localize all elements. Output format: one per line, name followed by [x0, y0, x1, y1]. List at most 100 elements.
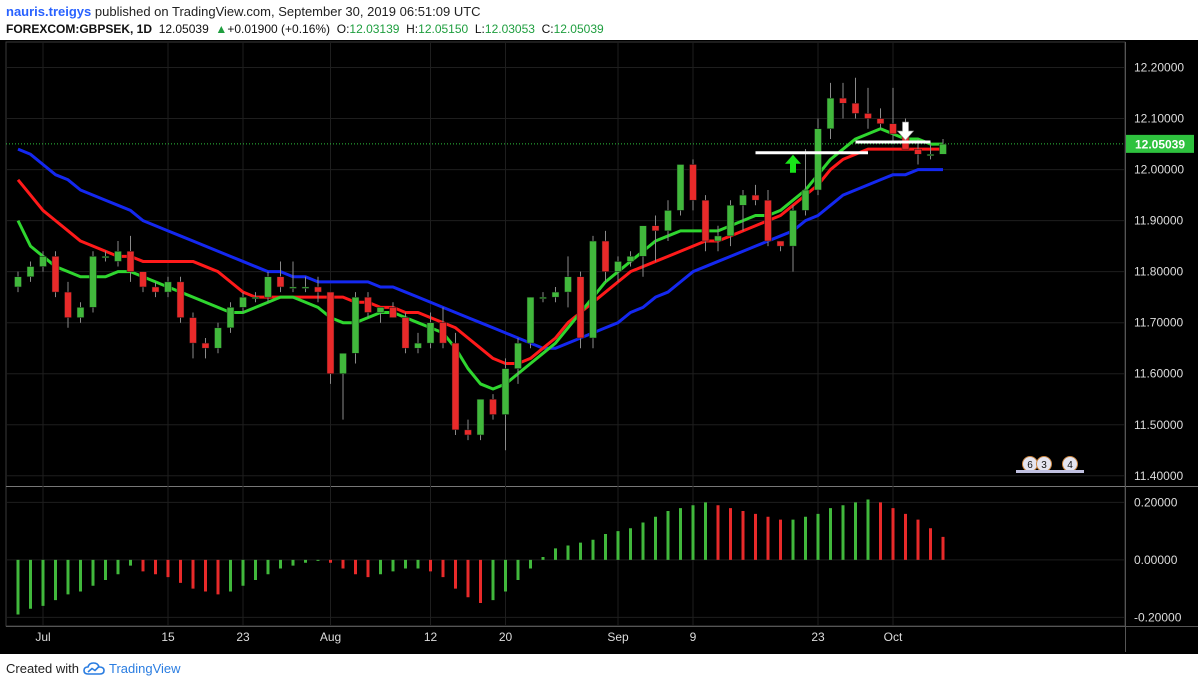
candle-body [401, 317, 410, 349]
osc-bar [141, 559, 145, 572]
candle-body [326, 291, 335, 374]
symbol-label[interactable]: FOREXCOM:GBPSEK, 1D [6, 22, 153, 36]
candle-body [576, 276, 585, 339]
ma-mid-line [16, 147, 943, 366]
price-tick-label: 11.90000 [1134, 214, 1183, 228]
osc-bar [579, 542, 582, 560]
osc-bar [266, 559, 270, 575]
osc-bar [91, 559, 95, 586]
osc-bar [879, 502, 882, 560]
osc-bar [491, 559, 495, 601]
candle-body [426, 322, 435, 344]
candle-body [601, 240, 610, 272]
osc-bar [804, 516, 807, 560]
candle-body [839, 97, 847, 104]
candle-body [464, 429, 472, 436]
candle-body [476, 398, 485, 436]
author-link[interactable]: nauris.treigys [6, 4, 92, 19]
osc-bar [929, 528, 932, 560]
osc-bar [791, 519, 795, 560]
close-label: C: [541, 22, 554, 36]
candle-body [939, 143, 947, 155]
osc-bar [754, 513, 757, 560]
candle-body [526, 296, 535, 344]
candle-body [701, 199, 710, 242]
price-tick-label: 12.10000 [1134, 112, 1184, 126]
candle-body [339, 353, 347, 374]
candle-body [639, 225, 647, 257]
candle-body [226, 307, 235, 329]
time-tick-label: 20 [499, 630, 513, 644]
candle-body [139, 271, 147, 288]
event-badge-label: 4 [1067, 460, 1073, 471]
osc-bar [116, 559, 120, 575]
last-price: 12.05039 [158, 22, 209, 36]
osc-bar [66, 559, 70, 595]
osc-bar [154, 559, 157, 575]
open-value: 12.03139 [349, 22, 400, 36]
candle-body [301, 286, 310, 289]
time-tick-label: Oct [884, 630, 903, 644]
candle-body [39, 256, 47, 267]
osc-bar [604, 534, 607, 560]
osc-bar [741, 511, 745, 560]
osc-bar [366, 559, 370, 578]
candle-body [351, 296, 360, 354]
candle-body [26, 266, 35, 278]
candle-body [501, 368, 510, 415]
open-label: O: [336, 22, 350, 36]
osc-bar [254, 559, 257, 580]
osc-bar [629, 528, 632, 560]
osc-bar [216, 559, 220, 595]
osc-bar [904, 513, 907, 560]
candle-body [114, 250, 122, 262]
time-tick-label: Sep [607, 630, 629, 644]
osc-bar [816, 513, 820, 560]
osc-bar [179, 559, 182, 583]
candle-body [876, 118, 885, 124]
osc-tick-label: 0.20000 [1134, 495, 1178, 509]
price-tick-label: 11.50000 [1134, 418, 1183, 432]
osc-bar [204, 559, 207, 592]
candle-body [539, 296, 547, 299]
low-label: L: [474, 22, 485, 36]
candle-body [451, 342, 460, 431]
candle-body [201, 342, 210, 349]
tradingview-cloud-icon [83, 661, 105, 675]
osc-bar [54, 559, 57, 601]
candle-body [389, 307, 397, 318]
change-value: +0.01900 (+0.16%) [227, 22, 331, 36]
osc-bar [529, 559, 532, 569]
current-price-label: 12.05039 [1135, 137, 1185, 151]
event-flags [1016, 470, 1084, 473]
time-tick-label: 23 [236, 630, 250, 644]
osc-bar [29, 559, 32, 609]
price-chart[interactable]: 12.20000 12.10000 12.00000 11.90000 11.80000… [0, 40, 1198, 654]
candle-body [764, 199, 772, 242]
osc-bar [129, 559, 132, 566]
osc-bar [316, 559, 320, 561]
osc-bar [891, 508, 895, 560]
candle-body [826, 97, 835, 130]
quote-line: FOREXCOM:GBPSEK, 1D 12.05039 ▲+0.01900 (… [6, 22, 604, 36]
osc-bar [841, 505, 845, 560]
osc-tick-label: 0.00000 [1134, 553, 1178, 567]
candle-body [126, 250, 135, 272]
time-tick-label: Aug [320, 630, 341, 644]
publish-line: nauris.treigys published on TradingView.… [6, 4, 481, 19]
osc-bar [641, 522, 645, 560]
osc-bar [691, 505, 695, 560]
osc-bar [516, 559, 520, 580]
osc-bar [241, 559, 245, 586]
candle-body [801, 189, 810, 211]
candle-body [14, 276, 22, 288]
osc-bar [941, 536, 945, 560]
candle-body [364, 296, 372, 313]
candle-body [64, 291, 72, 318]
tradingview-link[interactable]: TradingView [108, 661, 181, 676]
osc-bar [354, 559, 357, 575]
time-tick-label: 9 [690, 630, 697, 644]
osc-bar [341, 559, 345, 569]
candle-body [189, 317, 197, 344]
candle-body [239, 296, 247, 308]
